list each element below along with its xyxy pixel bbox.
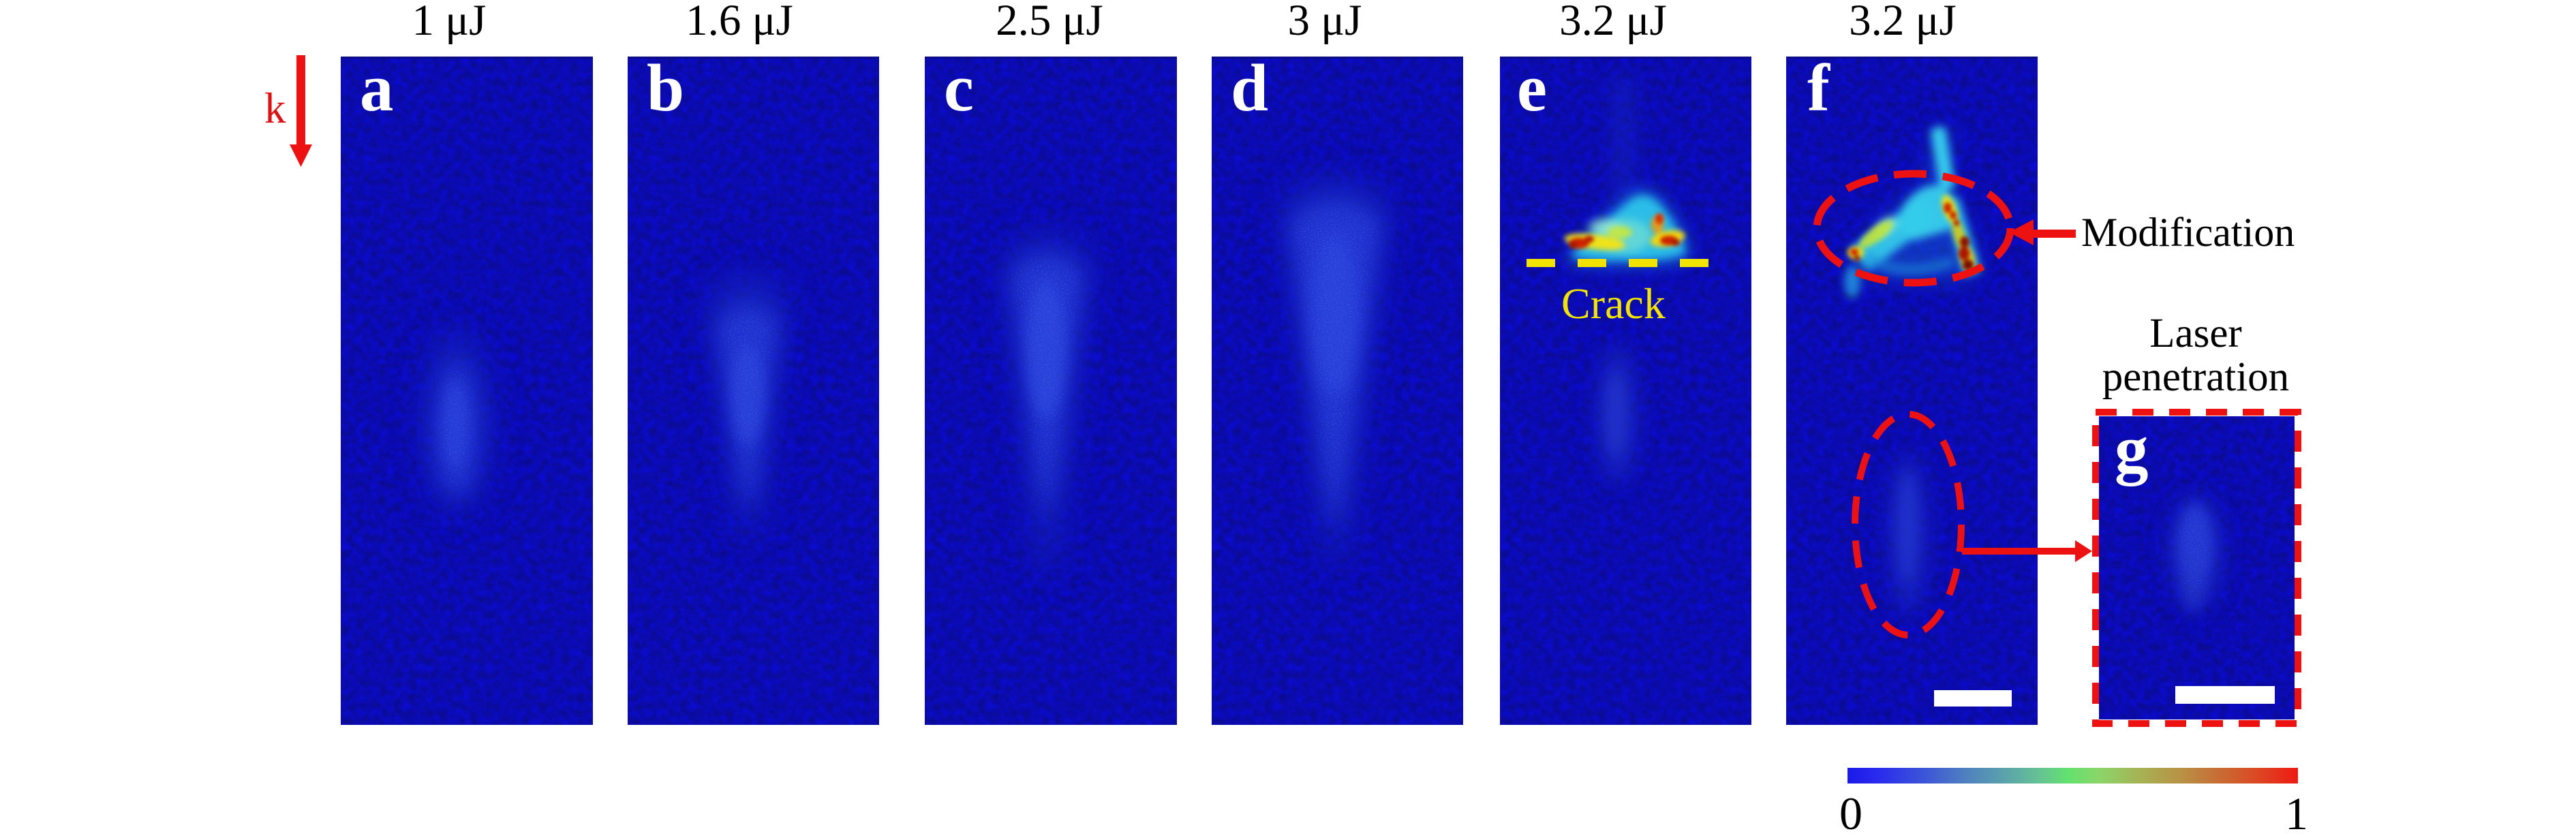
svg-text:Crack: Crack: [1561, 279, 1666, 328]
svg-text:k: k: [264, 84, 286, 132]
svg-text:g: g: [2115, 412, 2149, 486]
